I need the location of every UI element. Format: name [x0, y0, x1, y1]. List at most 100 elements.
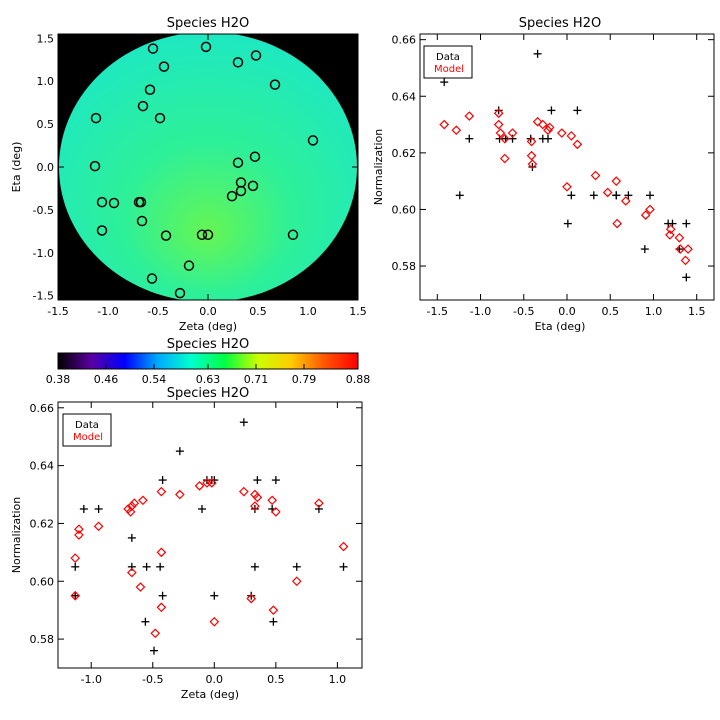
map-marker	[90, 112, 102, 124]
zeta-model-point	[93, 521, 104, 532]
colorbar-tick-label: 0.63	[196, 373, 221, 386]
eta-model-point	[683, 244, 693, 254]
map-marker	[96, 196, 108, 208]
map-field	[59, 34, 357, 300]
zeta-data-point	[292, 562, 301, 571]
zeta-data-point	[339, 562, 348, 571]
eta-xtick-label: 0.0	[558, 305, 576, 318]
colorbar-tick-label: 0.88	[346, 373, 371, 386]
eta-data-point	[528, 163, 537, 171]
zeta-model-point	[314, 498, 324, 509]
map-panel: Species H2O -1.5 -1.0 -0.5 0.0 0.5 1.0 1.5-1.5…	[10, 16, 367, 333]
zeta-legend-model: Model	[73, 432, 103, 443]
map-ytick-label: -1.0	[33, 247, 54, 260]
map-marker	[174, 287, 186, 299]
eta-model-point	[493, 119, 504, 130]
zeta-data-point	[253, 476, 262, 485]
map-ytick-label: 0.0	[37, 161, 55, 174]
eta-data-point	[646, 191, 655, 200]
eta-ytick-label: 0.58	[392, 260, 417, 273]
eta-model-point	[611, 176, 622, 186]
map-marker	[136, 215, 148, 227]
eta-model-point	[439, 119, 450, 130]
zeta-ytick-label: 0.58	[30, 633, 55, 646]
zeta-data-point	[314, 504, 323, 513]
map-marker	[137, 100, 149, 112]
zeta-data-point	[94, 504, 103, 513]
zeta-xtick-label: -1.0	[80, 673, 101, 686]
eta-model-point	[572, 139, 583, 150]
zeta-data-point	[269, 617, 278, 626]
eta-model-point	[590, 170, 601, 181]
colorbar-tick-label: 0.46	[94, 373, 119, 386]
colorbar-tick-label: 0.71	[244, 373, 269, 386]
eta-model-point	[527, 159, 538, 170]
eta-data-point	[543, 134, 552, 143]
eta-xtick-label: -1.0	[470, 305, 491, 318]
zeta-panel: -1.0 -0.5 0.0 0.5 1.0 0.58 0.60 0.62 0.64 0.66 Da…	[10, 401, 363, 701]
eta-model-point	[532, 116, 543, 127]
zeta-model-point	[209, 616, 220, 627]
zeta-xtick-label: -0.5	[142, 673, 163, 686]
map-marker	[200, 41, 212, 53]
colorbar-title: Species H2O	[167, 337, 249, 352]
map-marker	[250, 50, 262, 61]
zeta-ytick-label: 0.62	[30, 517, 55, 530]
zeta-data-point	[158, 476, 167, 485]
map-ytick-label: -1.5	[33, 290, 54, 303]
zeta-model-point	[70, 553, 81, 563]
map-marker	[183, 260, 195, 271]
eta-panel: Species H2O -1.5 -1.0 -0.5 0.0 0.5 1.0 1.5 0.58…	[372, 16, 715, 333]
zeta-ytick-label: 0.66	[30, 402, 55, 415]
eta-data-point	[465, 134, 474, 143]
zeta-data-point	[79, 504, 88, 513]
map-markers	[89, 41, 319, 299]
map-xtick-label: -0.5	[147, 305, 168, 318]
eta-data-point	[612, 191, 621, 200]
eta-legend: Data Model	[423, 45, 473, 79]
map-marker	[108, 197, 120, 209]
zeta-model-point	[206, 478, 217, 488]
map-title: Species H2O	[167, 16, 249, 31]
map-marker	[133, 196, 145, 208]
zeta-model-point	[138, 495, 148, 506]
eta-xlabel: Eta (deg)	[535, 320, 586, 333]
bottom-title: Species H2O	[167, 386, 249, 401]
eta-data-point	[682, 219, 691, 228]
eta-data-point	[533, 49, 542, 58]
colorbar-tick-label: 0.54	[142, 373, 167, 386]
map-xtick-label: 0.5	[249, 305, 267, 318]
zeta-model-point	[74, 530, 84, 540]
zeta-data-point	[239, 418, 248, 427]
map-ylabel: Eta (deg)	[10, 142, 23, 193]
eta-model-point	[665, 230, 675, 240]
map-xtick-label: -1.0	[97, 305, 118, 318]
eta-ytick-label: 0.66	[392, 34, 417, 47]
map-ytick-label: 1.0	[37, 75, 55, 88]
map-marker	[147, 43, 159, 54]
eta-model-point	[566, 131, 577, 141]
map-marker	[232, 57, 244, 68]
eta-model-point	[675, 244, 686, 254]
zeta-model-point	[268, 605, 279, 616]
colorbar-tick-label: 0.38	[46, 373, 71, 386]
map-marker	[247, 180, 259, 192]
zeta-model-point	[252, 492, 263, 503]
zeta-legend: Data Model	[62, 413, 112, 447]
zeta-model-point	[174, 489, 185, 500]
eta-model-point	[507, 128, 518, 138]
zeta-data-point	[71, 562, 80, 571]
zeta-data-point	[198, 504, 206, 513]
map-xlabel: Zeta (deg)	[179, 320, 237, 333]
eta-data-point	[547, 106, 556, 115]
eta-data-point	[563, 219, 572, 228]
eta-xtick-label: -0.5	[513, 305, 534, 318]
map-xtick-label: 1.0	[299, 305, 317, 318]
zeta-data-point	[250, 504, 259, 513]
eta-model-point	[640, 210, 651, 220]
zeta-data-point	[175, 447, 184, 456]
zeta-xtick-label: 0.5	[267, 673, 285, 686]
zeta-data-point	[141, 617, 150, 626]
eta-model-point	[674, 232, 685, 243]
